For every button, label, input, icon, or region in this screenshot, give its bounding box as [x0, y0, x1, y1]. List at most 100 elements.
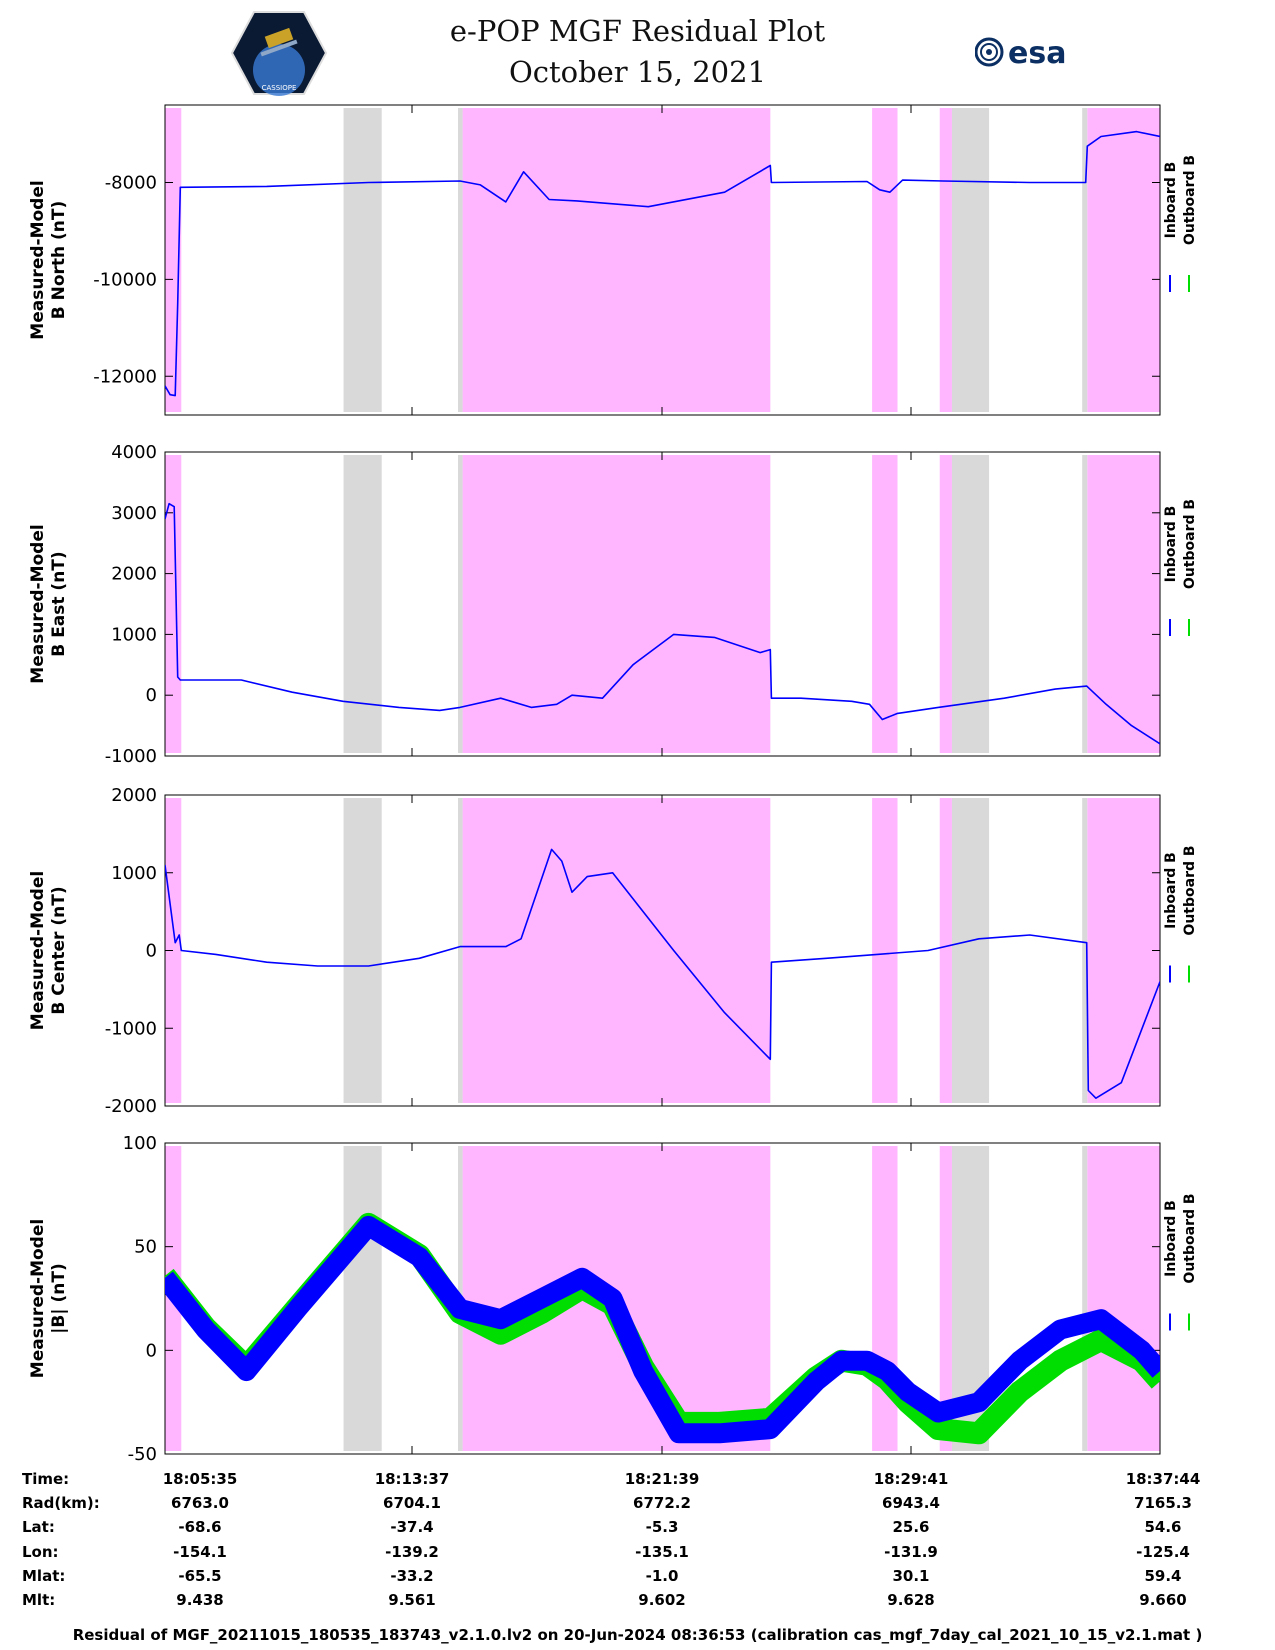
b-east-gray-region-0: [343, 455, 382, 753]
b-east-gray-region-2: [951, 455, 990, 753]
b-center-gray-region-3: [1082, 798, 1088, 1103]
b-magnitude-pink-region-4: [1087, 1146, 1160, 1451]
b-east-ytick-label-2: 2000: [111, 564, 157, 585]
b-magnitude-legend-1: Outboard B: [1182, 1193, 1198, 1283]
b-north-gray-region-3: [1082, 108, 1088, 412]
b-magnitude-ylabel-1: |B| (nT): [49, 1263, 69, 1334]
table-cell-rad-4: 7165.3: [1134, 1494, 1192, 1512]
b-east-ytick-label-4: 0: [146, 685, 157, 706]
b-center-gray-region-0: [343, 798, 382, 1103]
table-label-mlt: Mlt:: [22, 1591, 55, 1609]
chart-title: e-POP MGF Residual Plot: [449, 14, 826, 48]
b-north-ylabel-0: Measured-Model: [28, 180, 48, 339]
table-cell-lon-4: -125.4: [1136, 1543, 1190, 1561]
b-east-gray-region-1: [458, 455, 463, 753]
b-north-pink-region-3: [939, 108, 952, 412]
b-center-ylabel-0: Measured-Model: [28, 871, 48, 1030]
table-label-mlat: Mlat:: [22, 1567, 65, 1585]
b-east-gray-region-3: [1082, 455, 1088, 753]
esa-logo: esa: [975, 36, 1066, 70]
cassiope-logo: CASSIOPE: [230, 11, 328, 96]
table-cell-mlat-0: -65.5: [178, 1567, 221, 1585]
table-label-lat: Lat:: [22, 1518, 55, 1536]
b-east-pink-region-4: [1087, 455, 1160, 753]
table-cell-lon-3: -131.9: [884, 1543, 938, 1561]
table-cell-lat-1: -37.4: [390, 1518, 433, 1536]
b-center-gray-region-1: [458, 798, 463, 1103]
b-north-ytick-label-0: -8000: [105, 173, 157, 194]
table-cell-lon-0: -154.1: [173, 1543, 227, 1561]
b-magnitude-pink-region-3: [939, 1146, 952, 1451]
b-magnitude-legend-0: Inboard B: [1163, 1200, 1179, 1277]
table-cell-mlt-2: 9.602: [638, 1591, 685, 1609]
b-east-legend-1: Outboard B: [1182, 499, 1198, 589]
table-cell-mlat-2: -1.0: [646, 1567, 679, 1585]
b-center-ylabel-1: B Center (nT): [49, 886, 69, 1014]
b-east-pink-region-3: [939, 455, 952, 753]
b-center-legend-1: Outboard B: [1182, 845, 1198, 935]
esa-logo-text: esa: [1008, 36, 1066, 70]
b-north-series-inboard-b: [165, 130, 1160, 397]
table-cell-time-4: 18:37:44: [1126, 1470, 1201, 1488]
b-north-pink-region-1: [462, 108, 771, 412]
table-cell-lon-2: -135.1: [635, 1543, 689, 1561]
b-magnitude-ylabel-0: Measured-Model: [28, 1219, 48, 1378]
table-cell-mlat-1: -33.2: [390, 1567, 433, 1585]
b-magnitude-ytick-label-0: 100: [123, 1133, 157, 1154]
b-east-ytick-label-0: 4000: [111, 442, 157, 463]
b-north-ylabel-1: B North (nT): [49, 201, 69, 320]
b-magnitude-ytick-label-1: 50: [134, 1237, 157, 1258]
b-north-gray-region-0: [343, 108, 382, 412]
b-north-gray-region-2: [951, 108, 990, 412]
b-center-ytick-label-2: 0: [146, 941, 157, 962]
b-east-ylabel-0: Measured-Model: [28, 524, 48, 683]
b-north-gray-region-1: [458, 108, 463, 412]
b-center-pink-region-3: [939, 798, 952, 1103]
b-center-pink-region-0: [165, 798, 182, 1103]
table-cell-rad-2: 6772.2: [633, 1494, 691, 1512]
table-label-lon: Lon:: [22, 1543, 59, 1561]
b-east-legend-0: Inboard B: [1163, 506, 1179, 583]
b-east-pink-region-2: [872, 455, 898, 753]
b-magnitude-ytick-label-2: 0: [146, 1340, 157, 1361]
b-east-pink-region-1: [462, 455, 771, 753]
b-north-ytick-label-2: -12000: [93, 366, 157, 387]
table-cell-lat-0: -68.6: [178, 1518, 221, 1536]
b-center-ytick-label-1: 1000: [111, 863, 157, 884]
table-cell-lon-1: -139.2: [385, 1543, 439, 1561]
table-cell-lat-3: 25.6: [892, 1518, 929, 1536]
table-cell-lat-2: -5.3: [646, 1518, 679, 1536]
b-center-legend-0: Inboard B: [1163, 852, 1179, 929]
b-center-pink-region-2: [872, 798, 898, 1103]
table-cell-time-2: 18:21:39: [625, 1470, 700, 1488]
b-east-ylabel-1: B East (nT): [49, 551, 69, 656]
chart-date: October 15, 2021: [508, 55, 767, 89]
table-cell-mlt-4: 9.660: [1139, 1591, 1186, 1609]
table-cell-mlt-1: 9.561: [388, 1591, 435, 1609]
b-magnitude-gray-region-0: [343, 1146, 382, 1451]
table-cell-rad-0: 6763.0: [171, 1494, 229, 1512]
b-north-pink-region-2: [872, 108, 898, 412]
b-center-ytick-label-3: -1000: [105, 1018, 157, 1039]
table-cell-rad-1: 6704.1: [383, 1494, 441, 1512]
b-east-series-inboard-b: [165, 502, 1160, 745]
table-cell-time-3: 18:29:41: [874, 1470, 949, 1488]
b-north-legend-0: Inboard B: [1163, 162, 1179, 239]
table-cell-mlt-3: 9.628: [887, 1591, 934, 1609]
b-north-pink-region-4: [1087, 108, 1160, 412]
b-north-legend-1: Outboard B: [1182, 155, 1198, 245]
table-cell-mlat-4: 59.4: [1144, 1567, 1181, 1585]
table-cell-time-0: 18:05:35: [163, 1470, 238, 1488]
b-center-pink-region-4: [1087, 798, 1160, 1103]
table-label-rad: Rad(km):: [22, 1494, 100, 1512]
b-east-pink-region-0: [165, 455, 182, 753]
b-magnitude-pink-region-2: [872, 1146, 898, 1451]
footer-caption: Residual of MGF_20211015_180535_183743_v…: [72, 1626, 1203, 1644]
b-center-gray-region-2: [951, 798, 990, 1103]
b-east-ytick-label-5: -1000: [105, 746, 157, 767]
table-cell-lat-4: 54.6: [1144, 1518, 1181, 1536]
b-magnitude-series-inboard-b: [165, 1215, 1160, 1444]
b-center-pink-region-1: [462, 798, 771, 1103]
b-center-series-inboard-b: [165, 848, 1160, 1099]
